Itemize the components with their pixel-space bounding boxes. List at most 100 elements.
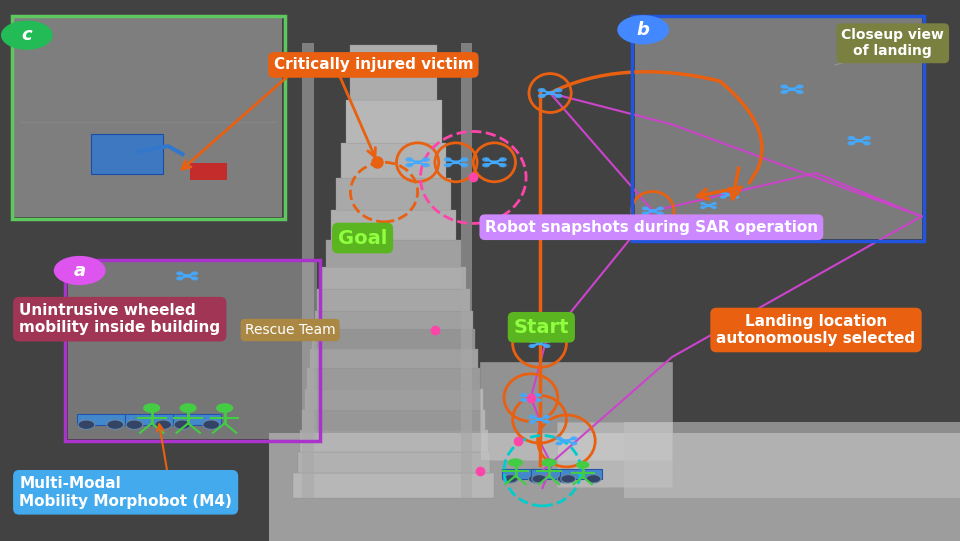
Bar [531,469,573,479]
Circle shape [405,163,413,167]
Text: c: c [21,26,33,44]
Text: Robot snapshots during SAR operation: Robot snapshots during SAR operation [485,220,818,235]
Text: Rescue Team: Rescue Team [245,323,335,337]
Circle shape [126,420,143,430]
Bar [480,362,672,460]
Circle shape [711,206,717,209]
Circle shape [780,90,788,94]
Circle shape [570,441,578,445]
Circle shape [453,161,459,164]
Circle shape [528,415,536,419]
Bar [461,43,472,498]
Circle shape [1,21,53,50]
Circle shape [538,88,545,93]
Circle shape [461,157,468,162]
Bar [77,414,125,425]
Circle shape [733,191,739,194]
Bar [315,311,473,329]
Circle shape [538,94,545,98]
Circle shape [422,157,430,162]
Circle shape [863,141,871,146]
Circle shape [707,204,710,207]
Bar [190,163,227,180]
Circle shape [543,415,551,419]
Circle shape [528,396,534,399]
Bar [346,100,442,143]
Circle shape [555,437,563,440]
Bar [317,289,470,311]
Bar [560,469,602,479]
Text: Goal: Goal [338,228,387,248]
Circle shape [216,403,233,413]
Circle shape [461,163,468,167]
Bar [302,43,314,498]
Circle shape [537,418,542,421]
Bar [173,414,221,425]
Circle shape [528,420,536,424]
Circle shape [796,90,804,94]
Circle shape [422,163,430,167]
Circle shape [863,136,871,140]
Bar [302,410,485,430]
Text: Landing location
autonomously selected: Landing location autonomously selected [716,314,916,346]
Circle shape [176,272,183,275]
Circle shape [856,139,862,142]
Text: Unintrusive wheeled
mobility inside building: Unintrusive wheeled mobility inside buil… [19,303,221,335]
Circle shape [503,474,518,483]
Circle shape [528,344,536,348]
Bar [635,18,922,239]
Circle shape [650,209,656,213]
Circle shape [700,202,706,205]
Circle shape [203,420,220,430]
Circle shape [848,141,855,146]
Circle shape [528,474,543,483]
Circle shape [535,398,542,402]
Bar [298,452,490,473]
Bar [502,469,544,479]
Circle shape [780,84,788,89]
Bar [68,261,317,439]
Circle shape [519,398,527,402]
Circle shape [541,458,557,467]
Circle shape [191,276,199,280]
Circle shape [54,256,106,285]
Text: Multi-Modal
Mobility Morphobot (M4): Multi-Modal Mobility Morphobot (M4) [19,476,232,509]
Bar [322,267,466,289]
Bar [14,18,282,217]
Circle shape [557,474,572,483]
Circle shape [508,458,523,467]
Bar [326,240,461,267]
Bar [293,473,494,498]
Circle shape [561,474,576,483]
Bar [336,178,451,210]
Circle shape [532,474,547,483]
Circle shape [444,157,451,162]
Circle shape [176,276,183,280]
Circle shape [482,157,490,162]
Circle shape [174,420,191,430]
Text: a: a [74,261,85,280]
Circle shape [537,342,542,345]
Circle shape [657,212,664,215]
Text: Closeup view
of landing: Closeup view of landing [841,28,945,58]
Circle shape [78,420,95,430]
Circle shape [727,193,732,196]
Text: Critically injured victim: Critically injured victim [274,57,473,72]
Bar [331,210,456,240]
Bar [91,134,163,174]
Bar [632,16,924,241]
Bar [341,143,446,178]
Bar [125,414,173,425]
Text: b: b [636,21,650,39]
Circle shape [191,272,199,275]
Circle shape [155,420,172,430]
Bar [310,349,478,368]
Circle shape [641,207,649,210]
Circle shape [543,344,551,348]
Bar [300,430,488,452]
Bar [307,368,480,389]
Circle shape [415,161,420,164]
Circle shape [547,91,553,95]
Circle shape [796,84,804,89]
Circle shape [641,212,649,215]
